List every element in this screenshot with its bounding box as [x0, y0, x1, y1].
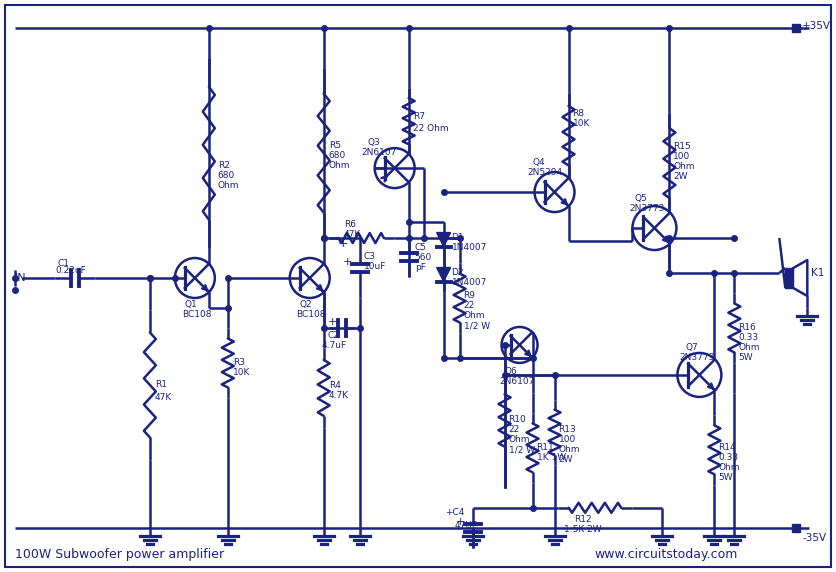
Text: Ohm: Ohm: [717, 463, 739, 472]
Text: IN: IN: [15, 273, 27, 283]
Text: D1: D1: [451, 233, 464, 241]
Text: 680: 680: [329, 150, 345, 160]
Bar: [792, 24, 799, 32]
Text: +: +: [328, 317, 337, 327]
Text: K1: K1: [810, 268, 823, 278]
Text: BC108: BC108: [181, 311, 211, 320]
Text: R9: R9: [463, 292, 475, 300]
Text: R13: R13: [558, 426, 575, 434]
Text: Q1: Q1: [185, 300, 197, 309]
Text: 680: 680: [217, 170, 235, 180]
Text: Q7: Q7: [685, 343, 697, 352]
Polygon shape: [436, 233, 450, 247]
Text: 2N5294: 2N5294: [527, 168, 562, 177]
Text: +C4: +C4: [444, 509, 463, 517]
Text: 22: 22: [508, 426, 519, 434]
Text: 0.33: 0.33: [717, 454, 737, 462]
Text: R1: R1: [155, 380, 166, 390]
Text: 4.7uF: 4.7uF: [321, 341, 346, 351]
Text: 22 Ohm: 22 Ohm: [412, 124, 448, 133]
Text: C5: C5: [414, 243, 426, 252]
Text: 2W: 2W: [673, 172, 687, 181]
Text: R3: R3: [232, 359, 244, 367]
Text: D2: D2: [451, 268, 463, 276]
Text: 2N3773: 2N3773: [679, 353, 714, 363]
Text: R5: R5: [329, 141, 340, 150]
Text: R16: R16: [737, 323, 755, 332]
Text: 10K: 10K: [572, 118, 589, 128]
Text: 2W: 2W: [558, 455, 573, 464]
Polygon shape: [436, 268, 450, 281]
Text: 1N4007: 1N4007: [451, 243, 487, 252]
Text: 100: 100: [558, 435, 575, 444]
Text: Ohm: Ohm: [217, 181, 239, 189]
Text: 1.5K 2W: 1.5K 2W: [563, 525, 600, 534]
Text: 1K 1W: 1K 1W: [536, 454, 565, 462]
Text: R11: R11: [536, 443, 553, 452]
Text: 47K: 47K: [155, 394, 172, 403]
Text: R10: R10: [508, 415, 526, 424]
Bar: [792, 524, 799, 532]
Text: R12: R12: [573, 515, 590, 525]
Text: 1/2 W: 1/2 W: [508, 446, 534, 454]
Text: 47UF: 47UF: [454, 521, 477, 530]
Text: 10uF: 10uF: [364, 261, 385, 271]
Text: Ohm: Ohm: [558, 446, 579, 454]
Text: 1/2 W: 1/2 W: [463, 321, 489, 331]
Text: C2: C2: [328, 331, 339, 340]
Text: Ohm: Ohm: [737, 343, 759, 352]
Text: +: +: [343, 257, 352, 267]
Text: 100: 100: [673, 152, 690, 161]
Text: C1: C1: [58, 259, 70, 268]
Text: R14: R14: [717, 443, 735, 452]
Text: 2N6107: 2N6107: [499, 378, 534, 387]
Text: 2N3773: 2N3773: [629, 204, 664, 213]
Text: 2N6107: 2N6107: [361, 148, 396, 157]
Text: www.circuitstoday.com: www.circuitstoday.com: [594, 549, 737, 561]
Text: Ohm: Ohm: [508, 435, 529, 444]
Text: -35V: -35V: [802, 533, 825, 543]
Text: Q6: Q6: [504, 367, 517, 376]
Text: 10K: 10K: [232, 368, 250, 378]
Text: Q2: Q2: [299, 300, 312, 309]
Bar: [784, 268, 793, 288]
Text: R8: R8: [572, 109, 584, 118]
Text: 5W: 5W: [717, 474, 732, 482]
Text: 47K: 47K: [344, 229, 360, 239]
Text: 100W Subwoofer power amplifier: 100W Subwoofer power amplifier: [15, 549, 224, 561]
Text: 5W: 5W: [737, 353, 752, 363]
Text: Ohm: Ohm: [463, 312, 485, 320]
Text: Ohm: Ohm: [329, 161, 349, 170]
Text: 0.22uF: 0.22uF: [55, 265, 85, 275]
Text: +: +: [456, 517, 465, 527]
Text: pF: pF: [414, 263, 425, 272]
Text: Q4: Q4: [532, 158, 544, 166]
Text: +35V: +35V: [802, 21, 830, 31]
Text: 0.33: 0.33: [737, 333, 757, 343]
Text: Ohm: Ohm: [673, 162, 694, 170]
Text: R2: R2: [217, 161, 229, 170]
Text: +: +: [337, 237, 348, 249]
Text: 1N4007: 1N4007: [451, 277, 487, 287]
Text: Q3: Q3: [367, 138, 380, 146]
Text: C3: C3: [364, 252, 375, 260]
Text: R7: R7: [412, 112, 424, 121]
Text: R4: R4: [329, 382, 340, 391]
Text: 4.7K: 4.7K: [329, 391, 349, 400]
Text: 22: 22: [463, 301, 474, 311]
Text: R15: R15: [673, 142, 691, 150]
Text: BC108: BC108: [295, 311, 325, 320]
Text: R6: R6: [344, 220, 355, 229]
Text: Q5: Q5: [634, 193, 646, 202]
Text: 560: 560: [414, 252, 431, 261]
